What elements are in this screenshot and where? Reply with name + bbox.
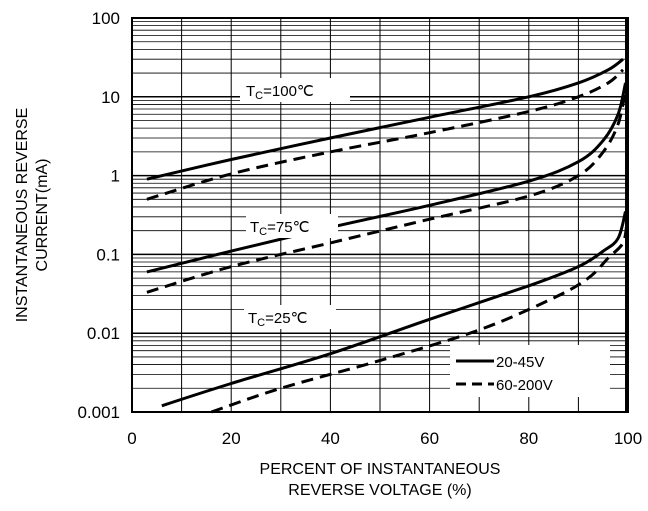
y-tick-label: 0.1	[96, 245, 120, 264]
y-tick-label: 1	[111, 167, 120, 186]
x-axis-title: PERCENT OF INSTANTANEOUS REVERSE VOLTAGE…	[260, 461, 501, 499]
x-tick-label: 80	[519, 429, 538, 448]
annotation-rest: =25℃	[265, 310, 307, 327]
annotation-sub: C	[259, 226, 267, 238]
y-tick-label: 0.01	[87, 324, 120, 343]
series-line	[146, 68, 625, 201]
y-tick-label: 10	[101, 88, 120, 107]
svg-text:TC=25℃: TC=25℃	[248, 310, 307, 329]
legend: 20-45V 60-200V	[450, 345, 610, 397]
x-axis-title-line2: REVERSE VOLTAGE (%)	[288, 482, 471, 499]
x-tick-label: 60	[420, 429, 439, 448]
x-tick-label: 40	[321, 429, 340, 448]
series-line	[146, 90, 627, 294]
annotation-t: T	[246, 83, 255, 100]
x-tick-label: 0	[127, 429, 136, 448]
y-tick-label: 0.001	[77, 403, 120, 422]
legend-label-60-200v: 60-200V	[496, 377, 553, 394]
annotation-t: T	[248, 310, 257, 327]
annotation-background	[244, 305, 336, 329]
legend-label-20-45v: 20-45V	[496, 354, 544, 371]
annotation-sub: C	[257, 317, 265, 329]
annotation-tc-100: TC=100℃	[240, 78, 350, 102]
y-axis-title: INSTANTANEOUS REVERSE CURRENT(mA)	[14, 108, 51, 323]
series-line	[146, 58, 624, 181]
y-axis-title-line2: CURRENT(mA)	[34, 159, 51, 272]
y-axis-title-line1: INSTANTANEOUS REVERSE	[14, 108, 31, 323]
x-tick-label: 100	[614, 429, 642, 448]
curves	[146, 18, 629, 414]
series-line	[210, 221, 629, 414]
y-axis-ticks: 0.001 0.01 0.1 1 10 100	[77, 9, 120, 422]
annotation-background	[246, 214, 338, 238]
x-tick-label: 20	[222, 429, 241, 448]
x-axis-title-line1: PERCENT OF INSTANTANEOUS	[260, 461, 501, 478]
x-axis-ticks: 0 20 40 60 80 100	[127, 429, 642, 448]
series-line	[161, 211, 627, 408]
annotation-t: T	[250, 219, 259, 236]
series-line	[146, 82, 627, 274]
plot-frame	[131, 17, 629, 413]
annotation-sub: C	[255, 90, 263, 102]
annotation-rest: =75℃	[267, 219, 309, 236]
annotation-rest: =100℃	[263, 83, 314, 100]
annotation-tc-25: TC=25℃	[244, 305, 336, 329]
y-tick-label: 100	[92, 9, 120, 28]
legend-background	[450, 345, 610, 397]
annotation-tc-75: TC=75℃	[246, 214, 338, 238]
annotation-background	[240, 78, 350, 102]
svg-text:TC=75℃: TC=75℃	[250, 219, 309, 238]
svg-text:TC=100℃: TC=100℃	[246, 83, 314, 102]
